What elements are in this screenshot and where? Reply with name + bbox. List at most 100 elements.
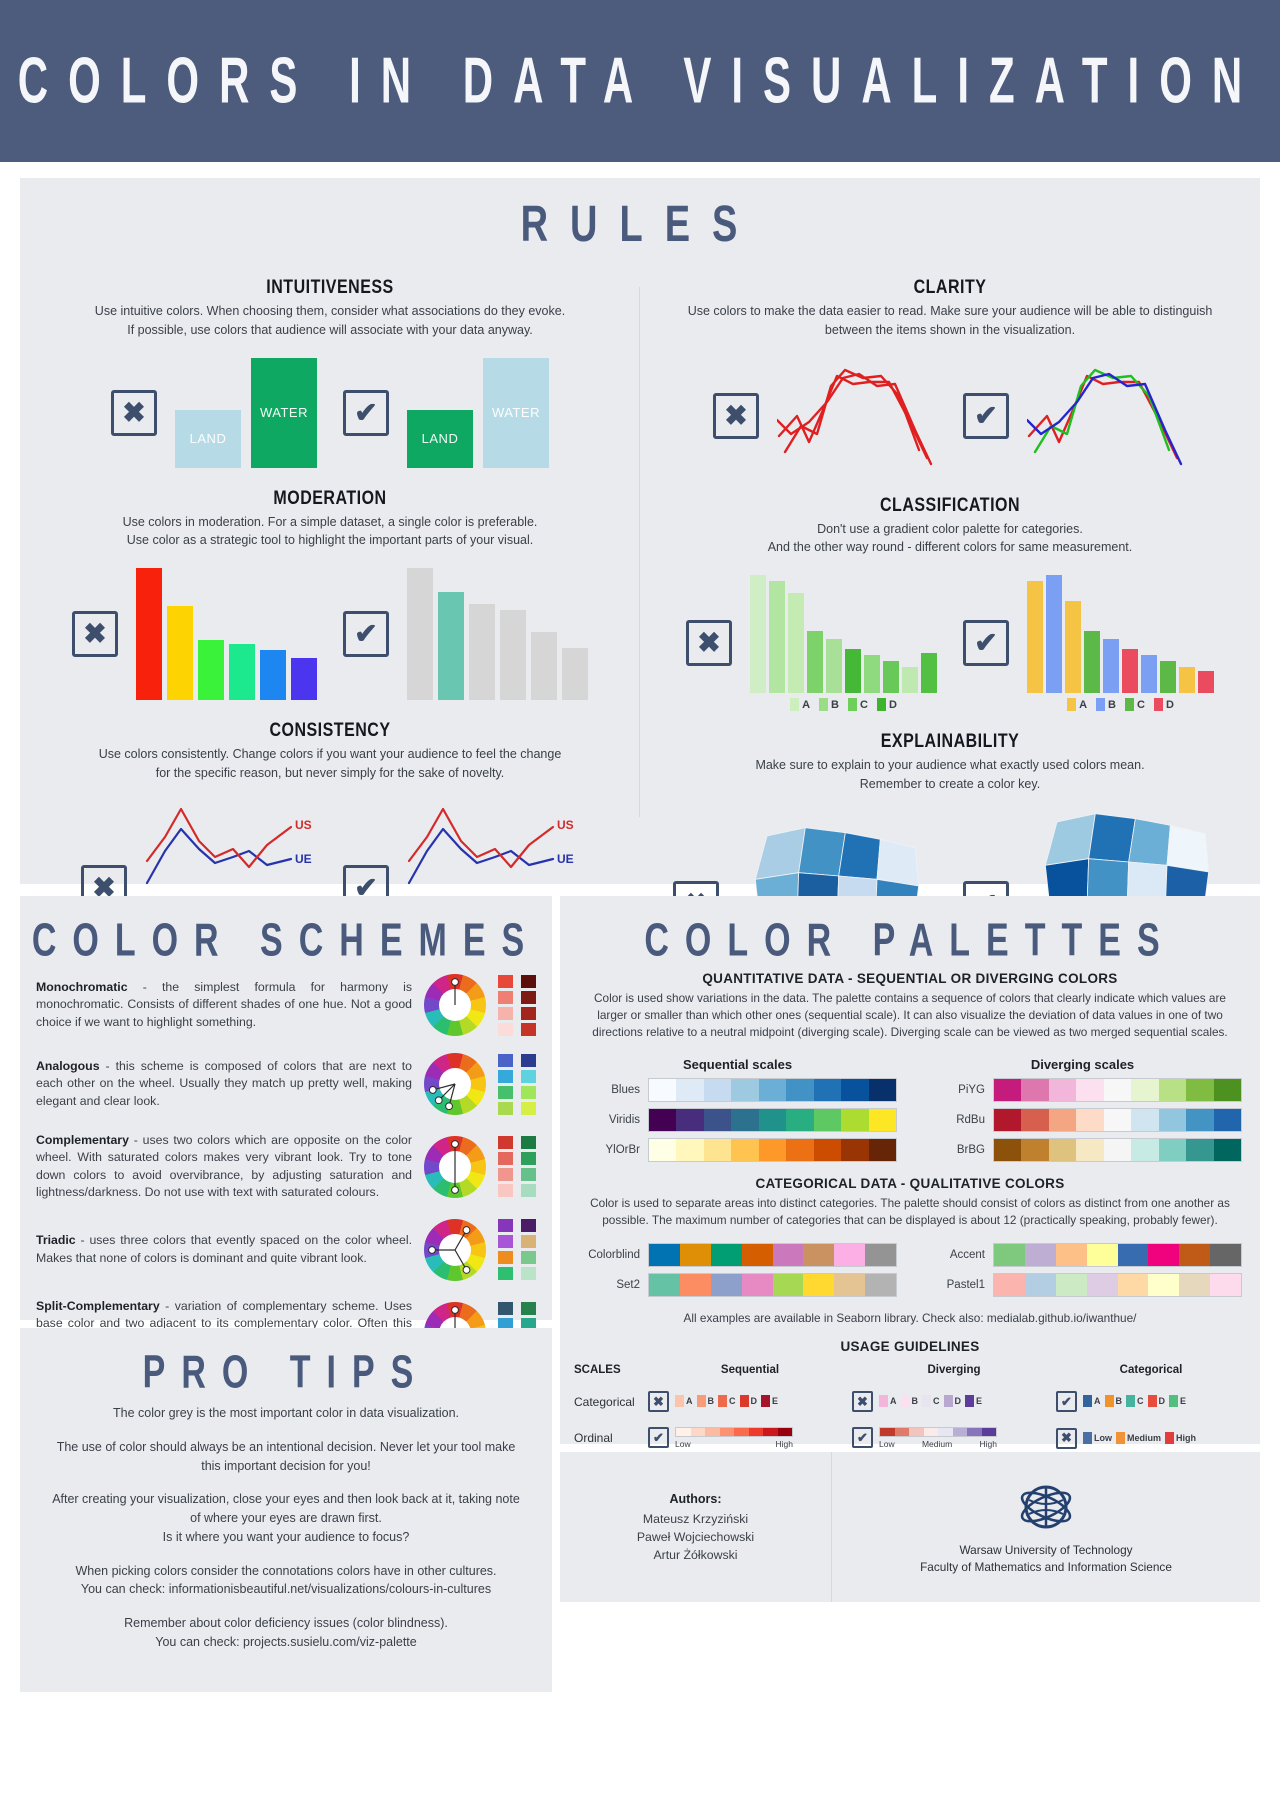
check-mark-icon: ✔ (1056, 1391, 1077, 1413)
palette-bar (648, 1078, 897, 1103)
usage-cell: ✔ A B C D E (1056, 1391, 1246, 1413)
swatch-column (498, 1219, 513, 1281)
swatch-column (521, 1136, 536, 1198)
legend-item: A (1067, 698, 1087, 711)
bar (1122, 649, 1138, 693)
palette-segment (1213, 1109, 1241, 1132)
bar (438, 592, 464, 700)
chip-list: A B C D E (879, 1391, 982, 1408)
intuitiveness-good-example: ✔ LAND WATER (343, 357, 549, 468)
bar: LAND (175, 409, 241, 468)
swatch (498, 1006, 513, 1020)
palette-row: PiYG (923, 1078, 1242, 1103)
palette-row: Accent (923, 1243, 1242, 1268)
chip-label: A (890, 1396, 897, 1407)
palette-segment (1210, 1244, 1241, 1267)
color-palettes-title: COLOR PALETTES (644, 915, 1176, 967)
swatch (521, 1235, 536, 1249)
scheme-swatches (498, 1136, 536, 1198)
palette-bar (993, 1138, 1242, 1163)
strip-segment (880, 1428, 895, 1437)
swatch (498, 1251, 513, 1265)
x-mark-icon: ✖ (1056, 1427, 1077, 1449)
moderation-good-example: ✔ (343, 568, 588, 700)
bar (1065, 601, 1081, 693)
palette-segment (786, 1139, 814, 1162)
palette-segment (1186, 1079, 1214, 1102)
palette-segment (841, 1109, 869, 1132)
chip (718, 1395, 727, 1408)
quantitative-heading: QUANTITATIVE DATA - SEQUENTIAL OR DIVERG… (702, 971, 1118, 986)
legend-item: C (848, 698, 868, 711)
check-mark-icon: ✔ (343, 611, 389, 657)
palette-name: BrBG (956, 1144, 985, 1157)
chip-list: A B C D E (1083, 1391, 1186, 1408)
chip-item: Medium (1116, 1431, 1161, 1444)
x-mark-icon: ✖ (686, 620, 732, 666)
palette-segment (1158, 1079, 1187, 1102)
palette-segment (649, 1109, 677, 1132)
palette-segment (731, 1109, 759, 1132)
intuitiveness-bad-example: ✖ LAND WATER (111, 357, 317, 468)
swatch-column (521, 974, 536, 1036)
usage-row: Ordinal ✔ Low High ✔ Low Medium High ✖ Low Medium H… (574, 1427, 1246, 1449)
pro-tip: The color grey is the most important col… (113, 1406, 459, 1420)
chip-item: B (1104, 1395, 1123, 1408)
strip-labels: Low Medium High (879, 1439, 997, 1449)
bar (1179, 667, 1195, 693)
palette-segment (994, 1079, 1022, 1102)
org-line1: Warsaw University of Technology (959, 1542, 1133, 1557)
swatch (521, 1152, 536, 1166)
bar (845, 649, 861, 693)
swatch (521, 1085, 536, 1099)
clarity-bad-example: ✖ (713, 358, 937, 475)
rule-consistency-desc: Use colors consistently. Change colors i… (98, 747, 562, 780)
wheel-markers (428, 1083, 456, 1111)
svg-text:UE: UE (557, 852, 574, 866)
palette-segment (803, 1244, 835, 1267)
usage-cell: ✖ A B C D E (648, 1391, 852, 1413)
legend-label: C (860, 698, 868, 711)
palette-segment (834, 1274, 866, 1297)
swatch (498, 1152, 513, 1166)
chip (675, 1395, 684, 1408)
check-mark-icon: ✔ (343, 389, 389, 436)
strip-segment (938, 1428, 953, 1437)
palette-segment (1131, 1139, 1159, 1162)
swatch (498, 1022, 513, 1036)
rule-classification-desc: Don't use a gradient color palette for c… (767, 521, 1133, 555)
palette-segment (649, 1079, 677, 1102)
palette-segment (1148, 1244, 1180, 1267)
us-ue-line-chart: US UE (407, 807, 574, 884)
chip (696, 1395, 706, 1408)
chip (1147, 1395, 1157, 1408)
palette-segment (834, 1244, 866, 1267)
classification-bad-legend: A B C D (750, 698, 937, 711)
bar (291, 658, 317, 700)
strip-segment (967, 1428, 982, 1437)
palette-segment (1048, 1139, 1077, 1162)
strip-segment (705, 1428, 720, 1437)
authors-names: Mateusz Krzyziński Paweł Wojciechowski Art… (637, 1512, 754, 1562)
chip-item: D (943, 1395, 961, 1408)
color-wheel-icon (424, 1053, 486, 1115)
color-scheme-item: Complementary - uses two colors which ar… (20, 1132, 552, 1202)
palette-name: Accent (949, 1249, 985, 1262)
rule-consistency-title: CONSISTENCY (269, 720, 391, 741)
chip-item: A (879, 1395, 897, 1408)
palette-segment (1055, 1244, 1087, 1267)
chip (922, 1395, 931, 1408)
sequential-palettes: Blues Viridis YlOrBr (578, 1078, 897, 1163)
strip-segment (777, 1428, 792, 1437)
swatch (498, 990, 513, 1004)
color-wheel-icon (424, 974, 486, 1036)
chip-label: B (1115, 1396, 1123, 1407)
palette-name: YlOrBr (605, 1144, 641, 1157)
pro-tip: Remember about color deficiency issues (… (124, 1616, 448, 1649)
palette-segment (1021, 1139, 1049, 1162)
chip-item: A (1083, 1395, 1101, 1408)
swatch (498, 1168, 513, 1182)
poster-title: COLORS IN DATA VISUALIZATION (17, 43, 1263, 117)
palette-segment (865, 1274, 896, 1297)
strip-segment (676, 1428, 691, 1437)
